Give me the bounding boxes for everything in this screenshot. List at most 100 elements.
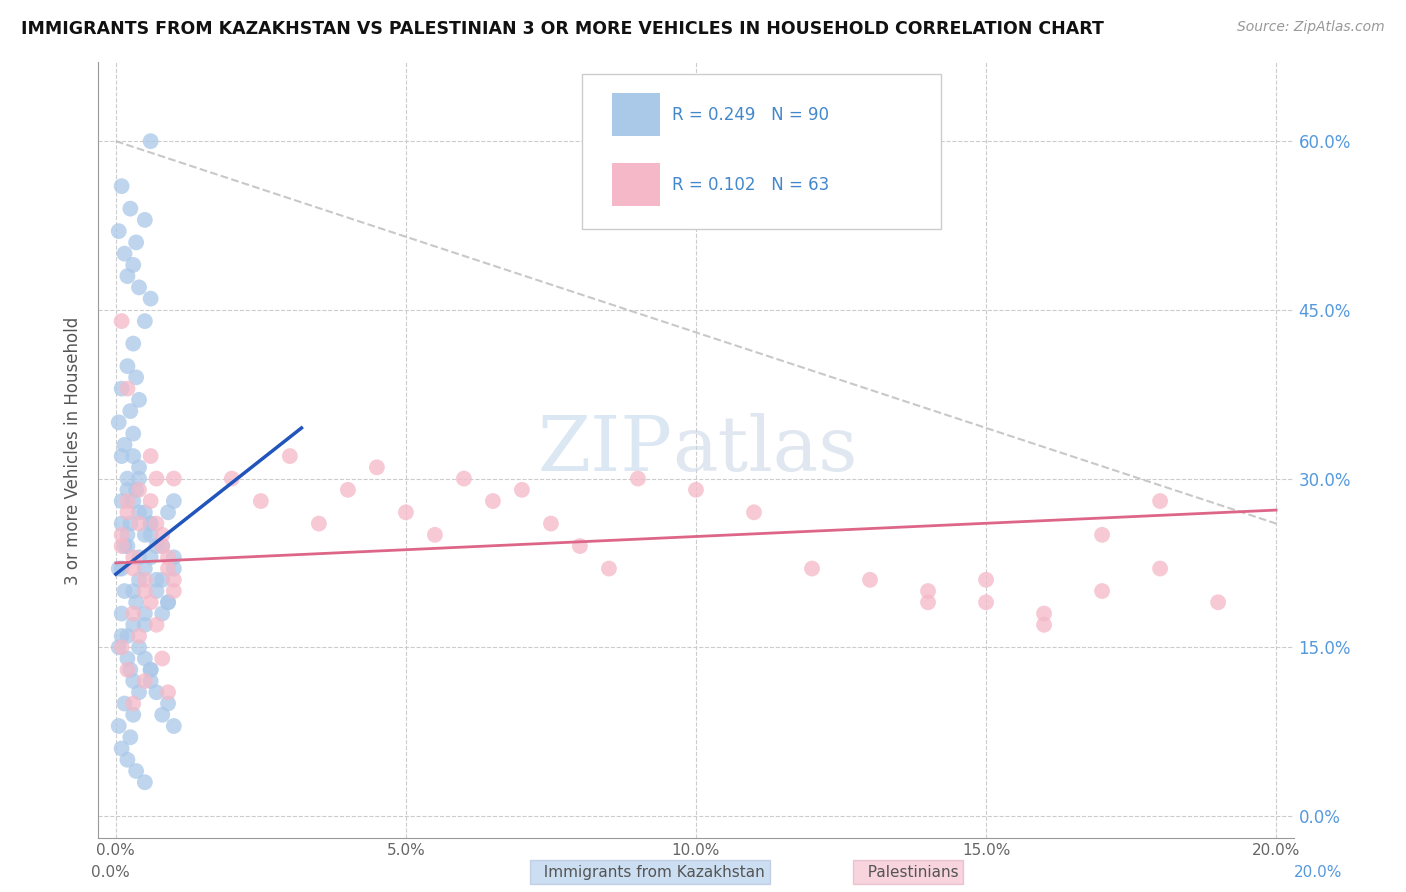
Point: [974, 595, 997, 609]
Text: 20.0%: 20.0%: [1295, 865, 1343, 880]
Point: [125, 595, 148, 609]
Point: [145, 617, 167, 632]
Point: [122, 584, 145, 599]
Point: [122, 258, 145, 272]
Point: [120, 731, 142, 745]
Point: [117, 483, 139, 497]
Point: [117, 359, 139, 373]
Point: [111, 314, 134, 328]
Point: [157, 550, 180, 565]
Point: [128, 516, 150, 531]
Point: [974, 573, 997, 587]
Point: [742, 505, 765, 519]
Point: [120, 663, 142, 677]
Point: [139, 516, 162, 531]
Point: [114, 438, 136, 452]
Point: [122, 673, 145, 688]
Text: Source: ZipAtlas.com: Source: ZipAtlas.com: [1237, 20, 1385, 34]
Point: [134, 607, 156, 621]
Text: Immigrants from Kazakhstan: Immigrants from Kazakhstan: [534, 865, 765, 880]
Point: [139, 134, 162, 148]
Point: [150, 651, 173, 665]
Point: [122, 607, 145, 621]
Point: [163, 494, 186, 508]
Point: [139, 550, 162, 565]
Point: [627, 472, 650, 486]
Point: [122, 336, 145, 351]
Point: [139, 494, 162, 508]
Point: [128, 483, 150, 497]
Point: [117, 539, 139, 553]
Point: [1091, 584, 1114, 599]
Point: [134, 775, 156, 789]
Point: [107, 640, 129, 655]
Point: [128, 505, 150, 519]
Point: [859, 573, 882, 587]
Point: [145, 516, 167, 531]
Point: [134, 505, 156, 519]
Point: [125, 764, 148, 778]
Point: [117, 651, 139, 665]
Point: [111, 539, 134, 553]
Point: [128, 550, 150, 565]
Point: [395, 505, 418, 519]
Point: [1206, 595, 1229, 609]
Point: [122, 617, 145, 632]
Point: [122, 494, 145, 508]
Point: [157, 595, 180, 609]
Point: [111, 528, 134, 542]
Point: [111, 561, 134, 575]
Point: [122, 707, 145, 722]
Point: [128, 472, 150, 486]
Point: [125, 235, 148, 250]
Point: [111, 629, 134, 643]
Point: [117, 382, 139, 396]
Point: [510, 483, 533, 497]
Point: [107, 561, 129, 575]
Text: R = 0.102   N = 63: R = 0.102 N = 63: [672, 176, 830, 194]
Point: [685, 483, 707, 497]
Point: [107, 415, 129, 429]
Point: [125, 370, 148, 384]
Text: atlas: atlas: [672, 414, 858, 487]
Point: [221, 472, 243, 486]
Point: [128, 573, 150, 587]
Point: [125, 483, 148, 497]
Point: [139, 663, 162, 677]
Point: [366, 460, 388, 475]
Point: [111, 516, 134, 531]
Point: [117, 472, 139, 486]
Point: [917, 595, 939, 609]
Point: [163, 719, 186, 733]
Point: [117, 528, 139, 542]
Point: [128, 280, 150, 294]
Point: [128, 392, 150, 407]
Point: [114, 539, 136, 553]
Point: [134, 617, 156, 632]
FancyBboxPatch shape: [613, 163, 661, 206]
Point: [114, 697, 136, 711]
Point: [120, 516, 142, 531]
Point: [917, 584, 939, 599]
Point: [117, 629, 139, 643]
Point: [423, 528, 446, 542]
Point: [482, 494, 505, 508]
Point: [122, 697, 145, 711]
Point: [801, 561, 824, 575]
Point: [453, 472, 475, 486]
Point: [163, 573, 186, 587]
Point: [134, 561, 156, 575]
Point: [150, 539, 173, 553]
Point: [122, 561, 145, 575]
Point: [1149, 494, 1171, 508]
Point: [157, 685, 180, 699]
Point: [117, 753, 139, 767]
Point: [157, 697, 180, 711]
Point: [134, 528, 156, 542]
Point: [139, 449, 162, 463]
Point: [111, 494, 134, 508]
Point: [117, 269, 139, 284]
Point: [150, 607, 173, 621]
Point: [134, 314, 156, 328]
Point: [122, 449, 145, 463]
